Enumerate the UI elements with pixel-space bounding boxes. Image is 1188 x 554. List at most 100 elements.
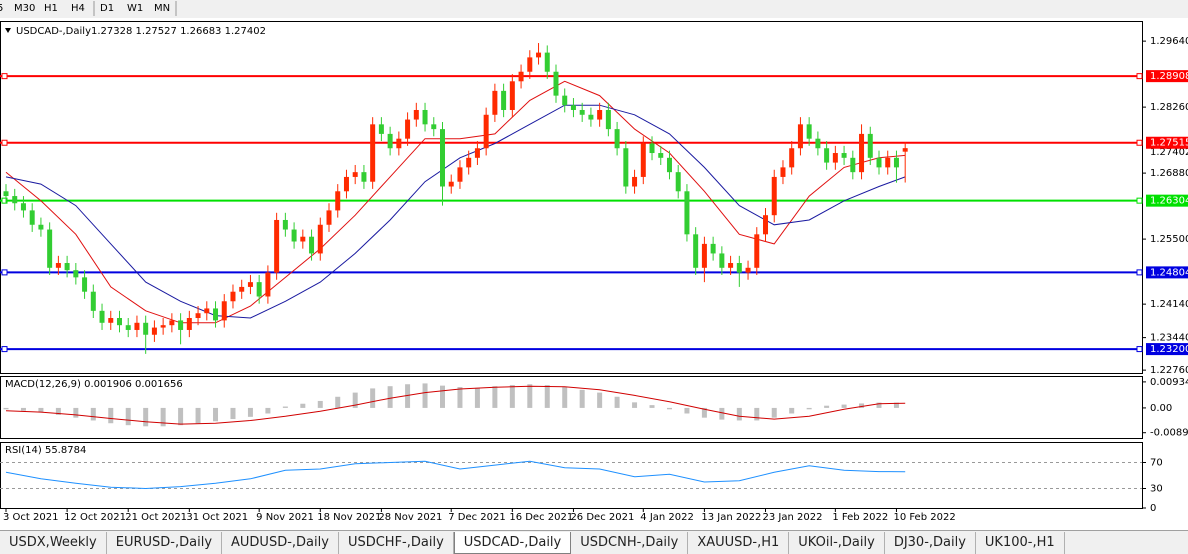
macd-bar — [824, 405, 830, 408]
candle-body — [605, 109, 611, 130]
candle-body — [763, 215, 769, 235]
timeframe-button[interactable]: MN — [154, 3, 170, 14]
candle-body — [73, 270, 79, 278]
macd-bar — [38, 407, 44, 413]
level-label-box — [1146, 343, 1188, 356]
macd-bar — [247, 407, 253, 417]
candle-body — [597, 109, 603, 120]
macd-bar — [265, 407, 271, 414]
candle-body — [125, 325, 131, 330]
candle-body — [282, 219, 288, 230]
macd-bar — [282, 406, 288, 408]
level-label: 1.28908 — [1150, 71, 1188, 82]
timeframe-button[interactable]: W1 — [127, 3, 143, 14]
candle-body — [291, 229, 297, 242]
macd-bar — [597, 392, 603, 408]
macd-title: MACD(12,26,9) 0.001906 0.001656 — [5, 379, 183, 390]
level-handle — [1, 197, 8, 204]
symbol-tab[interactable]: USDX,Weekly — [0, 532, 107, 554]
symbol-tab[interactable]: UKOil-,Daily — [789, 532, 885, 554]
candle-body — [108, 318, 114, 323]
macd-bar — [352, 392, 358, 408]
candle-body — [492, 90, 498, 115]
candle-body — [570, 105, 576, 110]
candle-body — [47, 229, 53, 268]
level-handle — [1136, 73, 1143, 80]
candle-body — [309, 236, 315, 254]
timeframe-button[interactable]: H4 — [71, 3, 85, 14]
candle-body — [893, 157, 899, 168]
symbol-tab[interactable]: XAUUSD-,H1 — [688, 532, 790, 554]
macd-bar — [370, 388, 376, 408]
candle-body — [675, 172, 681, 192]
macd-bar — [719, 407, 725, 420]
x-tick-label: 31 Oct 2021 — [186, 512, 248, 523]
candle-body — [701, 243, 707, 268]
candle-body — [55, 263, 61, 268]
symbol-tab[interactable]: EURUSD-,Daily — [107, 532, 223, 554]
candle-body — [274, 219, 280, 273]
timeframe-button[interactable]: H1 — [44, 3, 58, 14]
candle-body — [265, 272, 271, 297]
symbol-tab[interactable]: USDCAD-,Daily — [453, 532, 572, 554]
macd-bar — [422, 383, 428, 408]
symbol-tab[interactable]: USDCNH-,Daily — [571, 532, 689, 554]
macd-bar — [125, 407, 131, 426]
level-handle — [1, 139, 8, 146]
candle-body — [440, 129, 445, 187]
moving-average — [5, 80, 906, 324]
macd-bar — [632, 402, 638, 408]
candle-body — [134, 322, 140, 330]
candle-body — [544, 52, 550, 72]
candle-body — [562, 95, 568, 106]
candle-body — [579, 109, 585, 115]
y-tick-label: 1.22760 — [1150, 365, 1188, 376]
candle-body — [684, 191, 690, 235]
candle-body — [527, 57, 533, 72]
candle-body — [317, 224, 323, 254]
candle-body — [632, 176, 638, 187]
macd-bar — [649, 405, 655, 408]
macd-bar — [230, 407, 236, 420]
candle-body — [780, 167, 786, 177]
candle-body — [99, 310, 105, 323]
timeframe-button[interactable]: D1 — [100, 3, 114, 14]
timeframe-button[interactable]: 5 — [0, 3, 3, 14]
symbol-tab[interactable]: AUDUSD-,Daily — [222, 532, 339, 554]
candle-body — [466, 157, 472, 168]
candle-body — [160, 325, 166, 328]
candle-body — [256, 282, 262, 297]
level-label: 1.23200 — [1150, 344, 1188, 355]
x-tick-label: 12 Oct 2021 — [64, 512, 126, 523]
macd-bar — [160, 407, 166, 427]
macd-bar — [73, 407, 79, 418]
symbol-tab[interactable]: DJ30-,Daily — [885, 532, 976, 554]
x-tick-label: 3 Oct 2021 — [3, 512, 58, 523]
y-tick-label: 30 — [1150, 484, 1163, 495]
candle-body — [213, 308, 219, 321]
level-handle — [1, 269, 8, 276]
candle-body — [457, 167, 463, 182]
candle-body — [736, 263, 742, 273]
candle-body — [326, 210, 332, 225]
y-tick-label: -0.00890 — [1150, 428, 1188, 439]
level-handle — [1136, 269, 1143, 276]
level-handle — [1136, 197, 1143, 204]
y-tick-label: 0 — [1150, 503, 1156, 514]
macd-bar — [335, 396, 341, 408]
y-tick-label: 1.26880 — [1150, 168, 1188, 179]
x-tick-label: 9 Nov 2021 — [256, 512, 314, 523]
level-handle — [1136, 346, 1143, 353]
menu-arrow[interactable] — [5, 28, 11, 33]
candle-body — [151, 327, 157, 335]
level-handle — [1136, 139, 1143, 146]
macd-bar — [20, 407, 26, 411]
candle-body — [361, 172, 367, 182]
symbol-tab[interactable]: USDCHF-,Daily — [339, 532, 454, 554]
rsi-panel — [0, 442, 1143, 509]
candle-body — [841, 153, 847, 158]
candle-body — [536, 52, 542, 58]
x-tick-label: 21 Oct 2021 — [125, 512, 187, 523]
timeframe-button[interactable]: M30 — [14, 3, 35, 14]
symbol-tab[interactable]: UK100-,H1 — [976, 532, 1065, 554]
